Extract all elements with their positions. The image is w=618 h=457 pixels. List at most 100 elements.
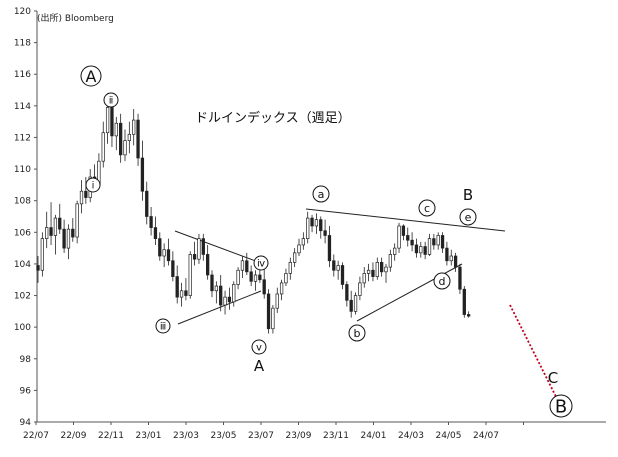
candle [327, 225, 332, 268]
y-tick-label: 114 [14, 102, 31, 112]
candle [58, 203, 62, 234]
candle-body [432, 238, 436, 246]
candle-body [427, 238, 432, 255]
candle-body [71, 228, 75, 238]
candle [175, 265, 179, 304]
candle [288, 257, 292, 280]
candle-body [206, 254, 210, 276]
wave-label-circle [348, 324, 366, 342]
wave-label-plain: B [463, 186, 473, 204]
candle [462, 286, 466, 318]
candle [197, 233, 201, 264]
wave-label-circle [312, 185, 330, 203]
candle-body [371, 269, 375, 277]
candlestick-series [36, 93, 471, 334]
candle [62, 219, 66, 253]
candle-body [258, 274, 262, 281]
candle [236, 267, 240, 290]
candle [419, 241, 423, 258]
wave-label-text: a [318, 188, 325, 201]
candle [149, 207, 153, 236]
circled-wave-label: d [433, 272, 451, 290]
candle-body [175, 276, 179, 298]
candle-body [275, 293, 279, 309]
candle [36, 256, 40, 283]
candle-body [249, 271, 253, 282]
wave-label-text: ⅳ [257, 259, 265, 270]
circled-wave-label: ⅲ [155, 318, 171, 334]
candle [375, 257, 379, 280]
wave-label-circle [155, 318, 171, 334]
candle-body [240, 260, 245, 271]
x-tick-label: 22/07 [23, 431, 49, 441]
candle [153, 216, 158, 245]
candle-body [323, 230, 327, 236]
candle [214, 281, 219, 304]
wave-label-text: b [354, 327, 361, 340]
trendline [177, 290, 262, 325]
candle-body [349, 299, 353, 312]
candle-body [414, 244, 419, 254]
wave-label-text: ⅲ [160, 322, 166, 333]
wave-label-plain: A [254, 357, 265, 375]
wave-label-plain: C [548, 369, 558, 387]
wave-label-text: c [424, 202, 430, 215]
x-tick-label: 23/01 [136, 431, 162, 441]
x-tick-label: 23/07 [248, 431, 274, 441]
candle [245, 252, 249, 275]
candle-body [449, 255, 453, 262]
candle-body [266, 293, 271, 330]
candle [323, 219, 327, 244]
candle-body [319, 219, 323, 232]
candle [192, 241, 197, 266]
candle-body [293, 252, 297, 263]
wave-label-text: ⅱ [109, 96, 114, 107]
candle-body [158, 238, 162, 257]
candle-body [219, 285, 223, 306]
candle-body [227, 296, 232, 303]
wave-label-circle [418, 199, 436, 217]
candle-body [262, 279, 266, 295]
candle [66, 224, 71, 260]
candle-body [140, 157, 145, 192]
candle-body [332, 260, 336, 271]
candle [201, 233, 205, 261]
source-label: (出所) Bloomberg [37, 12, 114, 24]
candle-body [406, 235, 410, 241]
wave-label-circle [85, 177, 101, 193]
y-tick-label: 120 [14, 7, 31, 17]
candle [275, 287, 279, 313]
wave-label-circle [80, 65, 102, 87]
candle-body [136, 119, 140, 159]
candle-body [123, 140, 127, 156]
candle-body [145, 190, 149, 217]
x-tick-label: 22/09 [61, 431, 87, 441]
candle-body [436, 235, 440, 246]
trendline [305, 208, 506, 232]
candle-body [188, 254, 192, 296]
trendline [174, 230, 262, 264]
candle [158, 232, 162, 261]
candle [445, 241, 449, 266]
x-tick-label: 23/11 [323, 431, 349, 441]
x-tick-label: 24/07 [473, 431, 499, 441]
candle [362, 267, 366, 288]
y-tick-label: 104 [14, 260, 31, 270]
candle-body [171, 260, 175, 277]
candle [101, 121, 105, 168]
candle-body [192, 254, 197, 260]
wave-label-text: ⅴ [256, 343, 262, 354]
candle-body [166, 249, 171, 262]
circled-wave-label: a [312, 185, 330, 203]
candle-body [288, 261, 292, 274]
candle-body [458, 266, 462, 290]
candle [206, 244, 210, 280]
candle-body [197, 238, 201, 260]
candle-body [245, 260, 249, 273]
candle-body [410, 239, 414, 246]
candle [301, 232, 305, 250]
wave-label-text: e [465, 211, 472, 224]
x-tick-label: 24/03 [398, 431, 424, 441]
